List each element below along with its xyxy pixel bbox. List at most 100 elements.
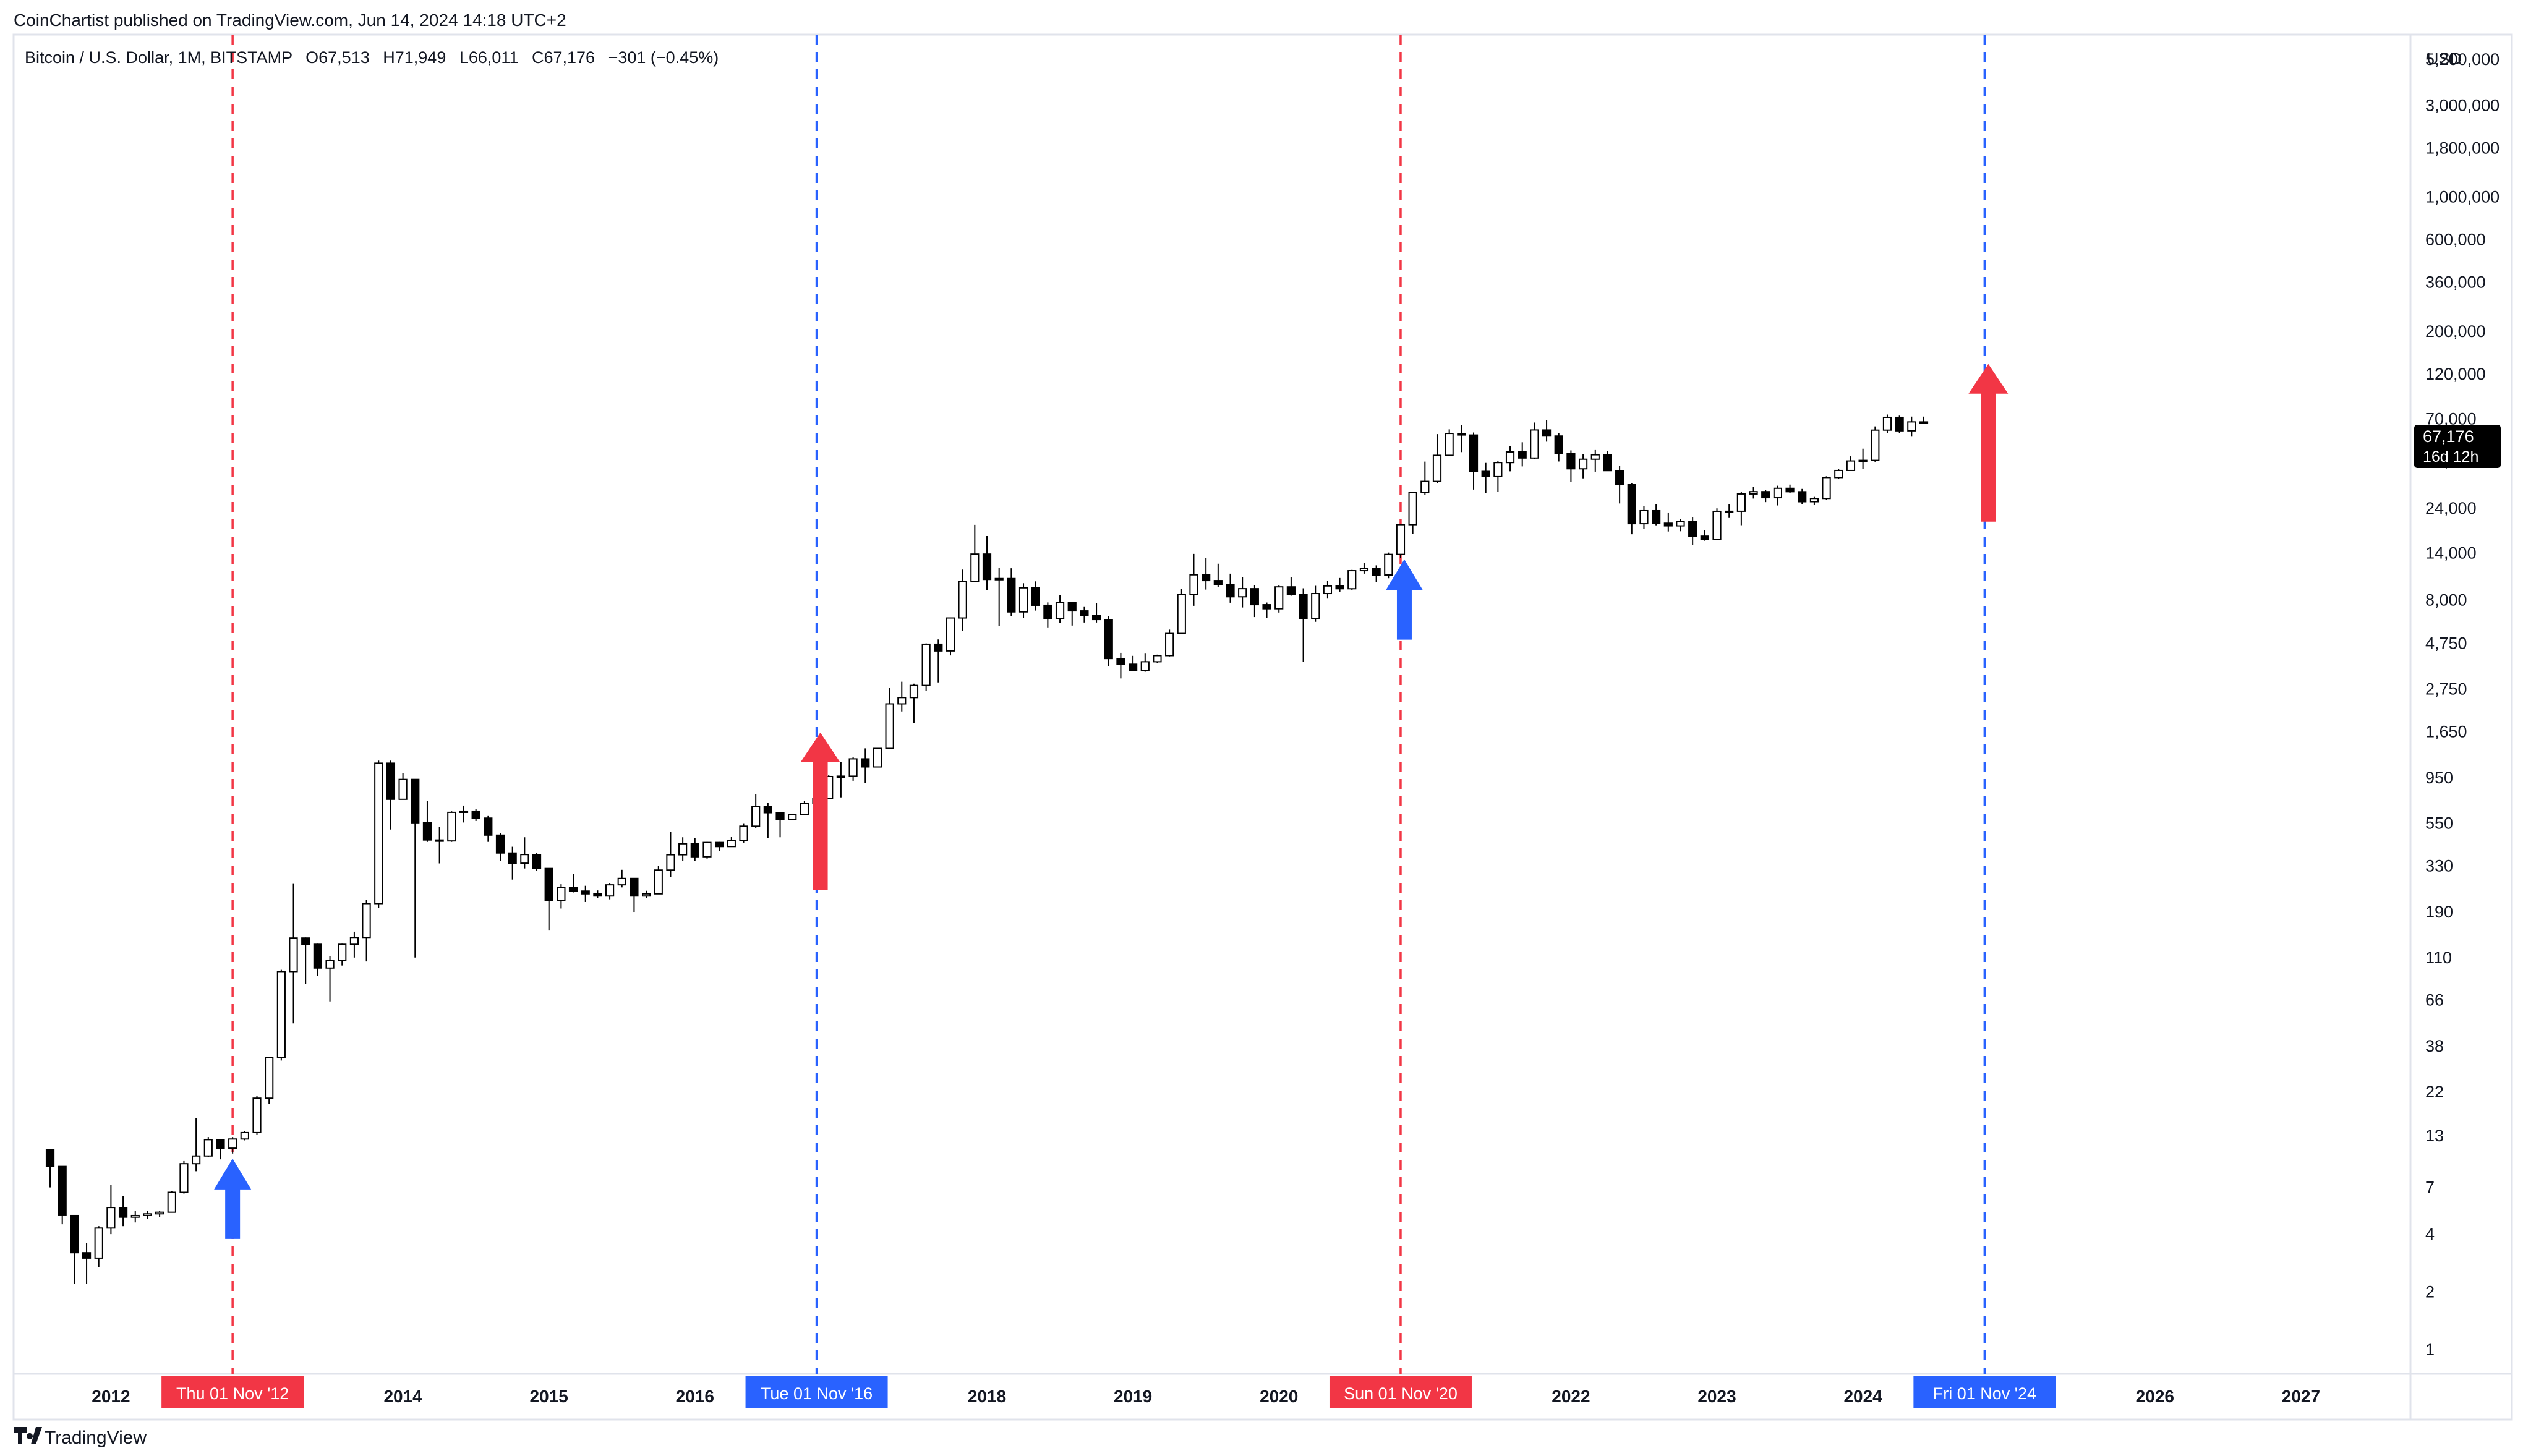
candle-body <box>338 943 347 961</box>
candles <box>45 414 1929 1284</box>
candle-body <box>775 812 785 820</box>
candle-body <box>203 1139 213 1157</box>
y-tick-label: 1,650 <box>2425 722 2467 741</box>
candle-body <box>702 841 712 858</box>
price-axis[interactable]: 5,200,000 3,000,000 1,800,000 1,000,000 600,… <box>2425 50 2500 1359</box>
candle-body <box>1725 510 1734 513</box>
ohlc-open: O67,513 <box>305 48 370 67</box>
last-price-value: 67,176 <box>2423 427 2474 446</box>
tradingview-logo[interactable]: TradingView <box>14 1427 147 1448</box>
candle-body <box>739 825 748 841</box>
candle-body <box>1798 491 1807 503</box>
candle-body <box>788 814 797 820</box>
candle-body <box>1603 454 1612 472</box>
candle-body <box>1639 509 1649 525</box>
y-tick-label: 38 <box>2425 1037 2444 1055</box>
y-tick-label: 110 <box>2425 948 2452 967</box>
candle-body <box>1846 460 1856 471</box>
y-tick-label: 1,000,000 <box>2425 188 2500 206</box>
candle-body <box>1018 587 1028 613</box>
candle-body <box>1554 435 1563 454</box>
ohlc-low: L66,011 <box>459 48 519 67</box>
candle-body <box>447 811 456 842</box>
y-tick-label: 2 <box>2425 1283 2435 1301</box>
candle-body <box>897 697 907 705</box>
arrow-up-icon <box>214 1158 252 1239</box>
candle-body <box>568 887 578 892</box>
time-axis[interactable]: 2012 2014 2015 2016 2018 2019 2020 2022 2023 2024… <box>92 1376 2320 1408</box>
candle-body <box>192 1155 201 1165</box>
tradingview-logo-icon <box>14 1427 42 1444</box>
candle-body <box>179 1163 189 1193</box>
candle-body <box>1809 498 1819 503</box>
candle-body <box>1736 493 1746 512</box>
candle-body <box>1700 535 1709 540</box>
halving-date-label: Thu 01 Nov '12 <box>176 1384 289 1403</box>
candle-body <box>228 1138 237 1149</box>
candle-body <box>1615 470 1624 486</box>
candle-body <box>155 1211 164 1215</box>
ohlc-change: −301 (−0.45%) <box>608 48 719 67</box>
y-tick-label: 360,000 <box>2425 273 2486 292</box>
candle-body <box>362 903 371 939</box>
candle-body <box>1530 429 1539 459</box>
x-tick-label: 2018 <box>968 1387 1006 1406</box>
candle-body <box>605 884 615 897</box>
y-tick-label: 1,800,000 <box>2425 138 2500 157</box>
y-tick-label: 24,000 <box>2425 499 2477 517</box>
candle-body <box>1080 610 1089 616</box>
candle-body <box>994 577 1004 581</box>
candle-body <box>715 841 724 848</box>
candle-body <box>1445 433 1454 456</box>
candle-body <box>1031 587 1040 606</box>
candle-body <box>630 877 639 897</box>
candle-body <box>1688 521 1697 537</box>
y-tick-label: 2,750 <box>2425 679 2467 698</box>
candle-body <box>763 806 772 814</box>
candle-body <box>1882 416 1892 431</box>
candle-body <box>1091 615 1101 621</box>
candle-body <box>1761 491 1770 499</box>
halving-date-badge <box>1913 1376 2056 1408</box>
halving-date-badge <box>161 1376 304 1408</box>
candle-body <box>1420 480 1430 493</box>
candle-body <box>82 1252 92 1259</box>
candle-body <box>422 822 432 841</box>
candle-body <box>1590 454 1600 460</box>
candle-body <box>654 869 663 895</box>
x-tick-label: 2027 <box>2282 1387 2320 1406</box>
candle-body <box>471 810 480 819</box>
y-tick-label: 600,000 <box>2425 231 2486 249</box>
y-tick-label: 1 <box>2425 1340 2435 1359</box>
y-tick-label: 13 <box>2425 1126 2444 1145</box>
candle-body <box>1907 421 1916 432</box>
candle-body <box>1384 553 1393 576</box>
candle-body <box>216 1139 225 1149</box>
candle-body <box>1202 574 1211 582</box>
candle-body <box>1286 586 1296 595</box>
symbol-name: Bitcoin / U.S. Dollar, 1M, BITSTAMP <box>25 48 292 67</box>
tradingview-brand: TradingView <box>45 1428 147 1448</box>
candle-body <box>94 1227 103 1259</box>
candle-body <box>666 854 675 871</box>
candle-body <box>800 803 809 815</box>
candle-body <box>508 852 517 864</box>
candle-body <box>58 1165 67 1216</box>
candle-body <box>495 834 505 854</box>
candle-body <box>1104 619 1113 660</box>
candle-body <box>70 1214 79 1254</box>
candle-body <box>1067 602 1077 612</box>
currency-label[interactable]: USD <box>2427 49 2462 68</box>
candle-body <box>593 893 602 897</box>
candle-body <box>1663 522 1673 527</box>
arrow-up-icon <box>1968 364 2009 522</box>
candle-body <box>1408 492 1417 526</box>
candle-body <box>1505 451 1515 464</box>
candle-body <box>411 778 420 824</box>
candle-body <box>1262 604 1271 610</box>
candle-body <box>1189 574 1198 595</box>
x-tick-label: 2015 <box>530 1387 568 1406</box>
candle-body <box>459 810 469 813</box>
candle-body <box>484 817 493 836</box>
